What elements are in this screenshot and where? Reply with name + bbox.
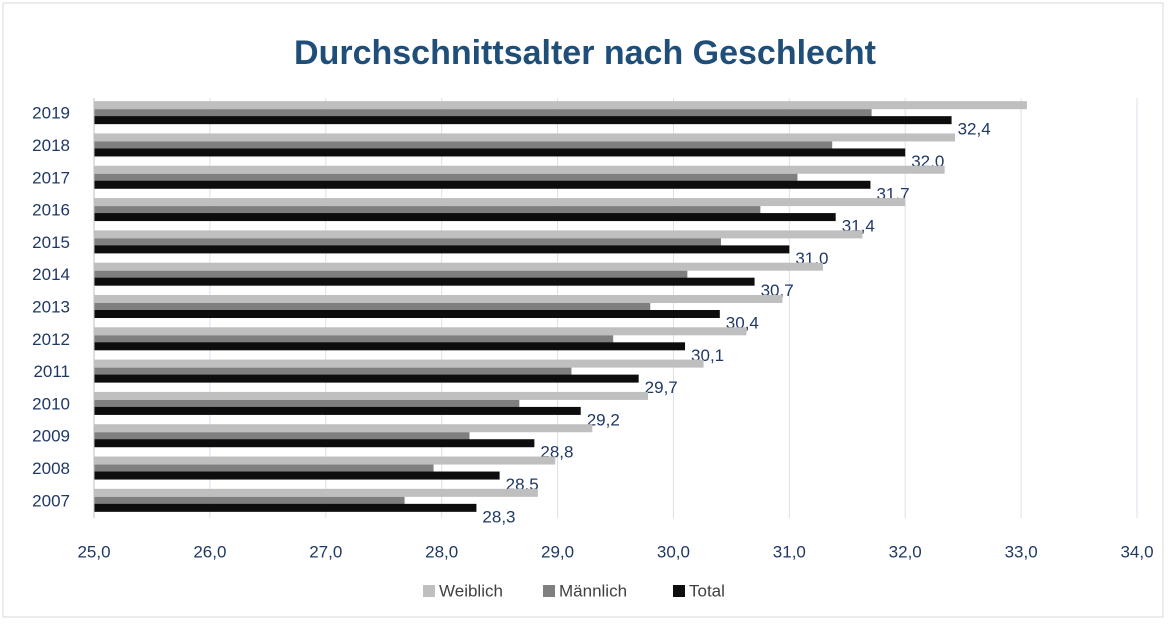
x-tick-label: 34,0 [1120,542,1153,561]
bar [94,432,470,441]
bar [94,141,833,150]
bar [94,238,721,247]
bar [94,230,863,239]
y-tick-label: 2017 [32,168,70,187]
legend-label: Total [689,581,725,600]
legend-label: Weiblich [439,581,503,600]
bar [94,245,790,254]
x-tick-label: 26,0 [193,542,226,561]
bar [94,359,704,368]
data-label: 28,3 [482,507,515,526]
y-tick-label: 2012 [32,330,70,349]
bar [94,399,520,408]
legend-swatch [673,585,685,597]
bar [94,262,823,271]
bar [94,406,581,415]
bar [94,303,651,311]
y-tick-label: 2007 [32,491,70,510]
bar [94,116,952,125]
bar [94,277,755,286]
bar [94,206,761,215]
bar [94,180,871,189]
bar [94,270,688,279]
bar [94,327,747,336]
y-tick-label: 2008 [32,459,70,478]
y-tick-label: 2016 [32,201,70,220]
bar [94,496,405,505]
y-tick-label: 2014 [32,265,70,284]
bar [94,173,798,182]
bar [94,198,906,207]
x-tick-label: 27,0 [309,542,342,561]
x-tick-label: 28,0 [425,542,458,561]
x-tick-label: 31,0 [773,542,806,561]
bar [94,295,783,303]
bar [94,342,686,351]
legend-swatch [423,585,435,597]
bar [94,503,477,512]
y-tick-label: 2010 [32,394,70,413]
x-tick-label: 30,0 [657,542,690,561]
x-tick-label: 33,0 [1005,542,1038,561]
data-label: 29,2 [587,410,620,429]
bar [94,310,720,318]
bar [94,374,639,383]
legend-swatch [543,585,555,597]
data-label: 29,7 [645,378,678,397]
bar [94,439,535,448]
bar [94,213,836,222]
y-tick-label: 2009 [32,427,70,446]
x-tick-label: 29,0 [541,542,574,561]
chart-title: Durchschnittsalter nach Geschlecht [294,34,876,72]
bar [94,488,538,497]
bar [94,464,434,473]
bar [94,456,556,465]
bar [94,471,500,480]
y-tick-label: 2011 [33,362,70,381]
bar [94,109,872,118]
bar [94,101,1027,110]
bar [94,335,614,344]
x-tick-label: 25,0 [77,542,110,561]
y-tick-label: 2018 [32,136,70,155]
x-tick-label: 32,0 [889,542,922,561]
y-tick-label: 2019 [32,104,70,123]
y-tick-label: 2013 [32,297,70,316]
bar [94,133,956,142]
data-label: 32,4 [958,120,991,139]
bar [94,148,906,157]
bar [94,367,572,376]
bar [94,165,945,174]
bar [94,424,593,433]
bar [94,391,648,400]
legend-label: Männlich [559,581,627,600]
y-tick-label: 2015 [32,233,70,252]
